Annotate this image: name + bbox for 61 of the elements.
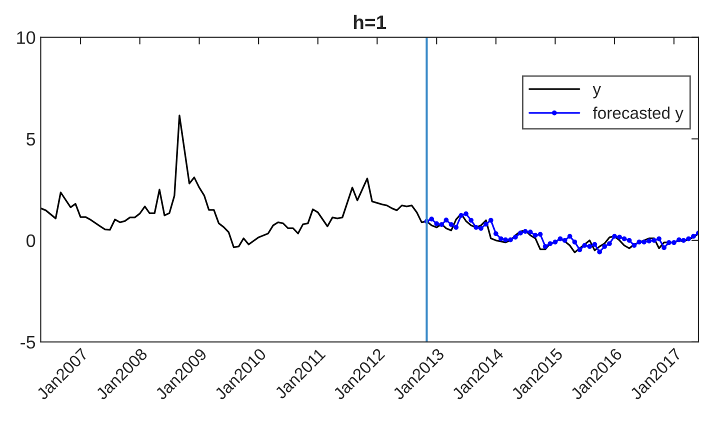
- point: [488, 218, 494, 223]
- point: [478, 226, 484, 231]
- point: [562, 238, 568, 243]
- point: [464, 211, 468, 216]
- point: [503, 237, 508, 242]
- point: [646, 238, 652, 244]
- point: [498, 236, 504, 242]
- point: [522, 229, 528, 234]
- point: [602, 244, 608, 249]
- point: [572, 240, 578, 244]
- point: [617, 234, 622, 240]
- point: [686, 236, 692, 242]
- point: [493, 231, 498, 236]
- point: [429, 216, 434, 222]
- point: [528, 230, 533, 234]
- point: [626, 238, 632, 243]
- point: [474, 224, 479, 230]
- y-tick-label: -5: [20, 336, 36, 349]
- point: [656, 236, 662, 242]
- point: [458, 212, 464, 218]
- legend-label: y: [592, 86, 602, 98]
- point: [672, 240, 676, 246]
- point: [548, 241, 553, 246]
- point: [681, 238, 686, 243]
- point: [676, 237, 682, 242]
- point: [622, 236, 627, 242]
- legend-label: forecasted y: [592, 106, 684, 122]
- point: [691, 234, 696, 239]
- point: [666, 240, 672, 246]
- point: [612, 234, 617, 239]
- point: [518, 230, 523, 236]
- point: [434, 221, 440, 226]
- point: [538, 232, 543, 237]
- point: [607, 241, 612, 246]
- y-tick-label: 5: [26, 132, 36, 146]
- point: [632, 243, 637, 248]
- y-tick-label: 0: [26, 234, 36, 248]
- point: [439, 222, 444, 227]
- point: [577, 247, 582, 252]
- point: [448, 222, 454, 227]
- point: [592, 242, 598, 247]
- point: [454, 224, 459, 230]
- chart-title: h=1: [354, 14, 386, 29]
- point: [582, 243, 588, 248]
- point: [508, 237, 513, 242]
- point: [542, 244, 548, 249]
- point: [468, 218, 474, 223]
- point: [532, 232, 538, 238]
- y-tick-label: 10: [17, 31, 36, 44]
- point: [652, 238, 657, 243]
- point: [642, 240, 646, 244]
- point: [484, 222, 488, 227]
- point: [597, 250, 602, 254]
- point: [567, 234, 572, 239]
- point: [444, 218, 449, 223]
- point: [636, 240, 642, 244]
- point: [662, 245, 666, 250]
- point: [558, 236, 563, 242]
- point: [552, 240, 558, 244]
- point: [587, 244, 592, 249]
- point: [512, 234, 518, 240]
